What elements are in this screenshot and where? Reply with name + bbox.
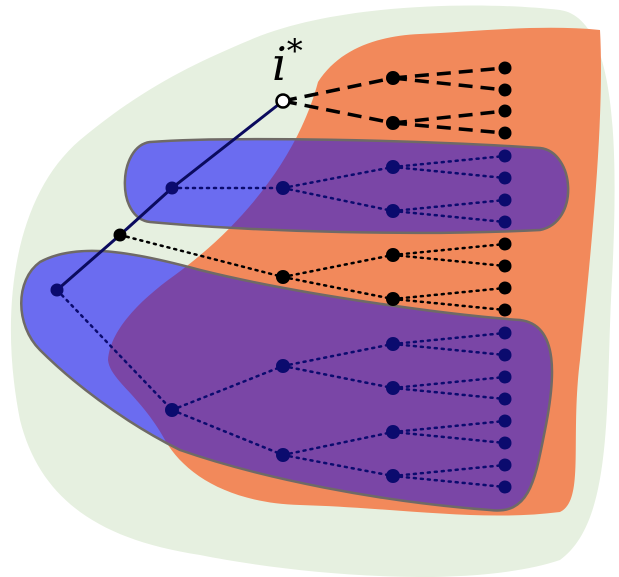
label-superscript: *	[287, 32, 303, 70]
leaf-node	[498, 414, 512, 428]
black-dotted-edges	[118, 233, 507, 312]
leaf-node	[498, 237, 512, 251]
tree-node	[386, 425, 400, 439]
leaf-node	[498, 281, 512, 295]
path-node	[113, 228, 127, 242]
leaf-node	[498, 126, 512, 140]
tree-node	[386, 337, 400, 351]
leaf-node	[498, 193, 512, 207]
leaf-node	[498, 436, 512, 450]
leaf-node	[498, 458, 512, 472]
leaf-node	[498, 104, 512, 118]
tree-node	[276, 359, 290, 373]
black-nodes	[113, 61, 512, 317]
blue-region-top-outline	[123, 137, 570, 235]
tree-node	[386, 204, 400, 218]
tree-node	[165, 403, 179, 417]
tree-node	[386, 71, 400, 85]
leaf-node	[498, 303, 512, 317]
leaf-node	[498, 215, 512, 229]
root-node	[50, 283, 64, 297]
tree-node	[386, 116, 400, 130]
leaf-node	[498, 480, 512, 494]
leaf-node	[498, 171, 512, 185]
tree-node	[386, 469, 400, 483]
dashed-edges	[282, 66, 506, 135]
leaf-node	[498, 326, 512, 340]
leaf-node	[498, 83, 512, 97]
label-base: i	[272, 37, 287, 91]
leaf-node	[498, 61, 512, 75]
overlap-bottom	[108, 250, 553, 511]
navy-dotted-edges	[55, 154, 507, 489]
blue-region-bottom-outline	[20, 249, 554, 512]
tree-node	[276, 181, 290, 195]
leaf-node	[498, 149, 512, 163]
leaf-node	[498, 370, 512, 384]
leaf-node	[498, 259, 512, 273]
tree-node	[276, 270, 290, 284]
i-star-label: i*	[272, 32, 303, 91]
path-node	[165, 181, 179, 195]
leaf-node	[498, 392, 512, 406]
navy-nodes	[50, 149, 512, 494]
i-star-node	[275, 93, 291, 109]
tree-node	[386, 160, 400, 174]
solid-path	[56, 99, 284, 292]
tree-node	[386, 381, 400, 395]
leaf-node	[498, 348, 512, 362]
tree-node	[386, 248, 400, 262]
tree-node	[386, 292, 400, 306]
tree-node	[276, 448, 290, 462]
